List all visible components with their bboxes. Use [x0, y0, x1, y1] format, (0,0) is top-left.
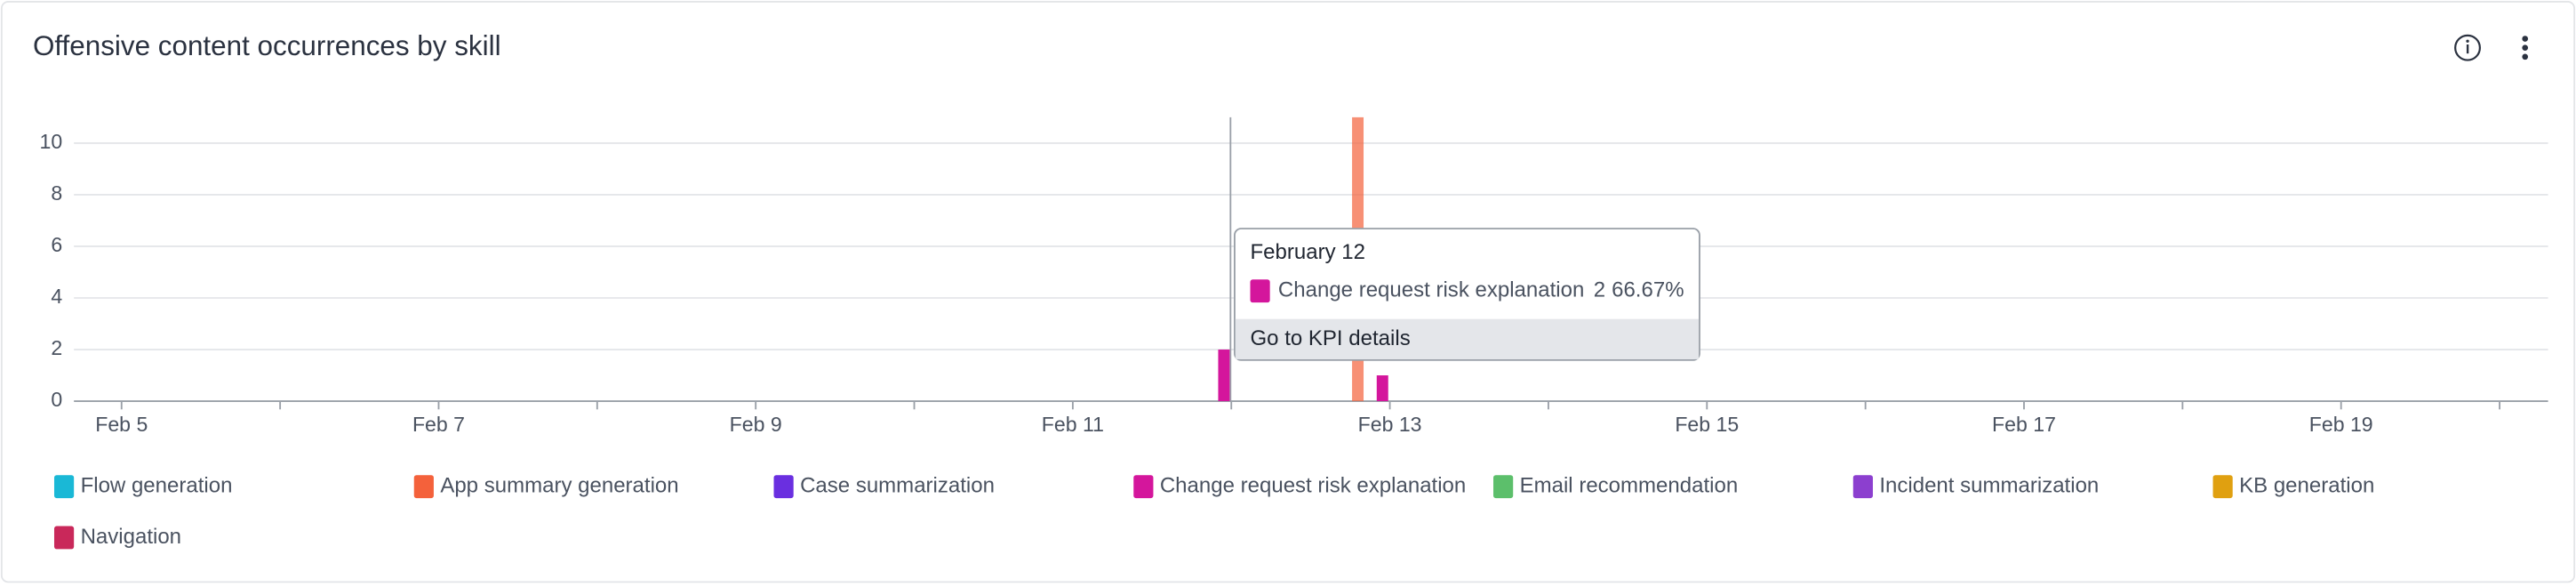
x-tick-label: Feb 11 [1042, 413, 1104, 436]
legend-label: Email recommendation [1520, 474, 1739, 498]
legend-item[interactable]: App summary generation [413, 474, 679, 499]
legend-label: KB generation [2239, 474, 2374, 498]
menu-dot [2522, 53, 2529, 60]
legend-item[interactable]: Case summarization [773, 474, 995, 499]
legend-swatch [773, 475, 794, 499]
legend-item[interactable]: Flow generation [53, 474, 233, 499]
y-tick-label: 2 [51, 336, 62, 359]
chart-title: Offensive content occurrences by skill [33, 30, 501, 61]
legend-swatch [1493, 475, 1514, 499]
legend-label: Case summarization [800, 474, 995, 498]
y-tick-label: 8 [51, 181, 62, 205]
x-tick-label: Feb 5 [95, 413, 148, 436]
info-icon-bar [2466, 44, 2469, 54]
y-tick-label: 10 [40, 130, 63, 153]
menu-dot [2522, 36, 2529, 42]
tooltip-link-bg[interactable] [1235, 318, 1700, 359]
x-tick-label: Feb 7 [412, 413, 465, 436]
bar[interactable] [1218, 350, 1230, 402]
tooltip-title: February 12 [1250, 240, 1364, 264]
x-tick-label: Feb 17 [1992, 413, 2056, 436]
legend-item[interactable]: Navigation [53, 525, 181, 550]
legend-swatch [1133, 475, 1154, 499]
legend-label: App summary generation [440, 474, 678, 498]
tooltip-link[interactable]: Go to KPI details [1250, 326, 1410, 350]
info-button[interactable] [2454, 34, 2481, 61]
legend-label: Flow generation [81, 474, 233, 498]
menu-dot [2522, 44, 2529, 52]
legend-swatch [53, 526, 75, 550]
legend-item[interactable]: KB generation [2212, 474, 2375, 499]
legend-swatch [53, 475, 75, 499]
x-tick-label: Feb 13 [1358, 413, 1422, 436]
legend-item[interactable]: Incident summarization [1852, 474, 2100, 499]
legend-swatch [1852, 475, 1873, 499]
legend: Flow generation App summary generation Cas… [53, 474, 2375, 550]
menu-button[interactable] [2522, 36, 2529, 60]
legend-swatch [2212, 475, 2233, 499]
y-tick-label: 0 [51, 388, 62, 411]
tooltip-percent: 66.67% [1612, 278, 1684, 302]
info-icon[interactable] [2454, 34, 2481, 61]
tooltip-swatch [1250, 279, 1270, 303]
tooltip-value: 2 [1594, 278, 1605, 302]
y-tick-label: 6 [51, 233, 62, 256]
legend-label: Navigation [81, 525, 181, 549]
x-tick-label: Feb 15 [1675, 413, 1739, 436]
tooltip-series: Change request risk explanation [1278, 278, 1584, 302]
info-icon-dot [2466, 39, 2469, 43]
legend-item[interactable]: Email recommendation [1493, 474, 1738, 499]
bar[interactable] [1376, 375, 1388, 402]
legend-label: Change request risk explanation [1160, 474, 1466, 498]
y-tick-label: 4 [51, 285, 62, 308]
legend-item[interactable]: Change request risk explanation [1133, 474, 1466, 499]
x-tick-label: Feb 19 [2309, 413, 2373, 436]
legend-swatch [413, 475, 434, 499]
x-tick-label: Feb 9 [730, 413, 782, 436]
tooltip: February 12 Change request risk explanati… [1234, 228, 1700, 361]
legend-label: Incident summarization [1879, 474, 2099, 498]
